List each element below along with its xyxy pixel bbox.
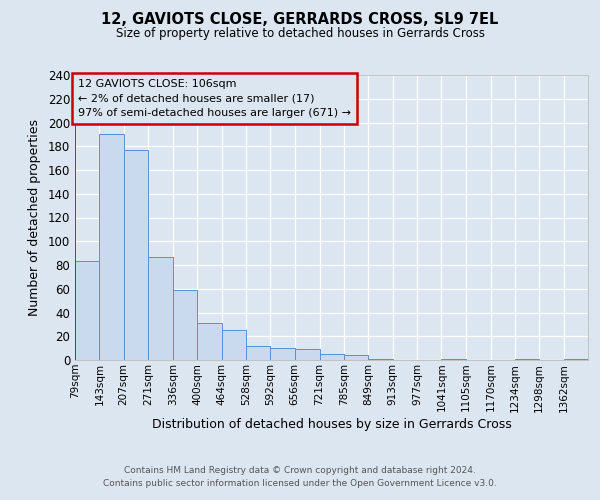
Bar <box>368 359 392 360</box>
Bar <box>124 150 148 360</box>
X-axis label: Distribution of detached houses by size in Gerrards Cross: Distribution of detached houses by size … <box>152 418 511 432</box>
Bar <box>563 359 588 360</box>
Text: 12 GAVIOTS CLOSE: 106sqm
← 2% of detached houses are smaller (17)
97% of semi-de: 12 GAVIOTS CLOSE: 106sqm ← 2% of detache… <box>78 78 351 118</box>
Text: Size of property relative to detached houses in Gerrards Cross: Size of property relative to detached ho… <box>115 28 485 40</box>
Bar <box>442 359 466 360</box>
Text: 12, GAVIOTS CLOSE, GERRARDS CROSS, SL9 7EL: 12, GAVIOTS CLOSE, GERRARDS CROSS, SL9 7… <box>101 12 499 28</box>
Bar <box>344 355 368 360</box>
Bar <box>320 354 344 360</box>
Bar <box>271 348 295 360</box>
Bar <box>148 256 173 360</box>
Text: Contains HM Land Registry data © Crown copyright and database right 2024.
Contai: Contains HM Land Registry data © Crown c… <box>103 466 497 487</box>
Bar <box>173 290 197 360</box>
Y-axis label: Number of detached properties: Number of detached properties <box>28 119 41 316</box>
Bar <box>295 350 320 360</box>
Bar <box>515 359 539 360</box>
Bar <box>221 330 246 360</box>
Bar <box>246 346 271 360</box>
Bar <box>197 323 221 360</box>
Bar <box>75 262 100 360</box>
Bar <box>100 134 124 360</box>
